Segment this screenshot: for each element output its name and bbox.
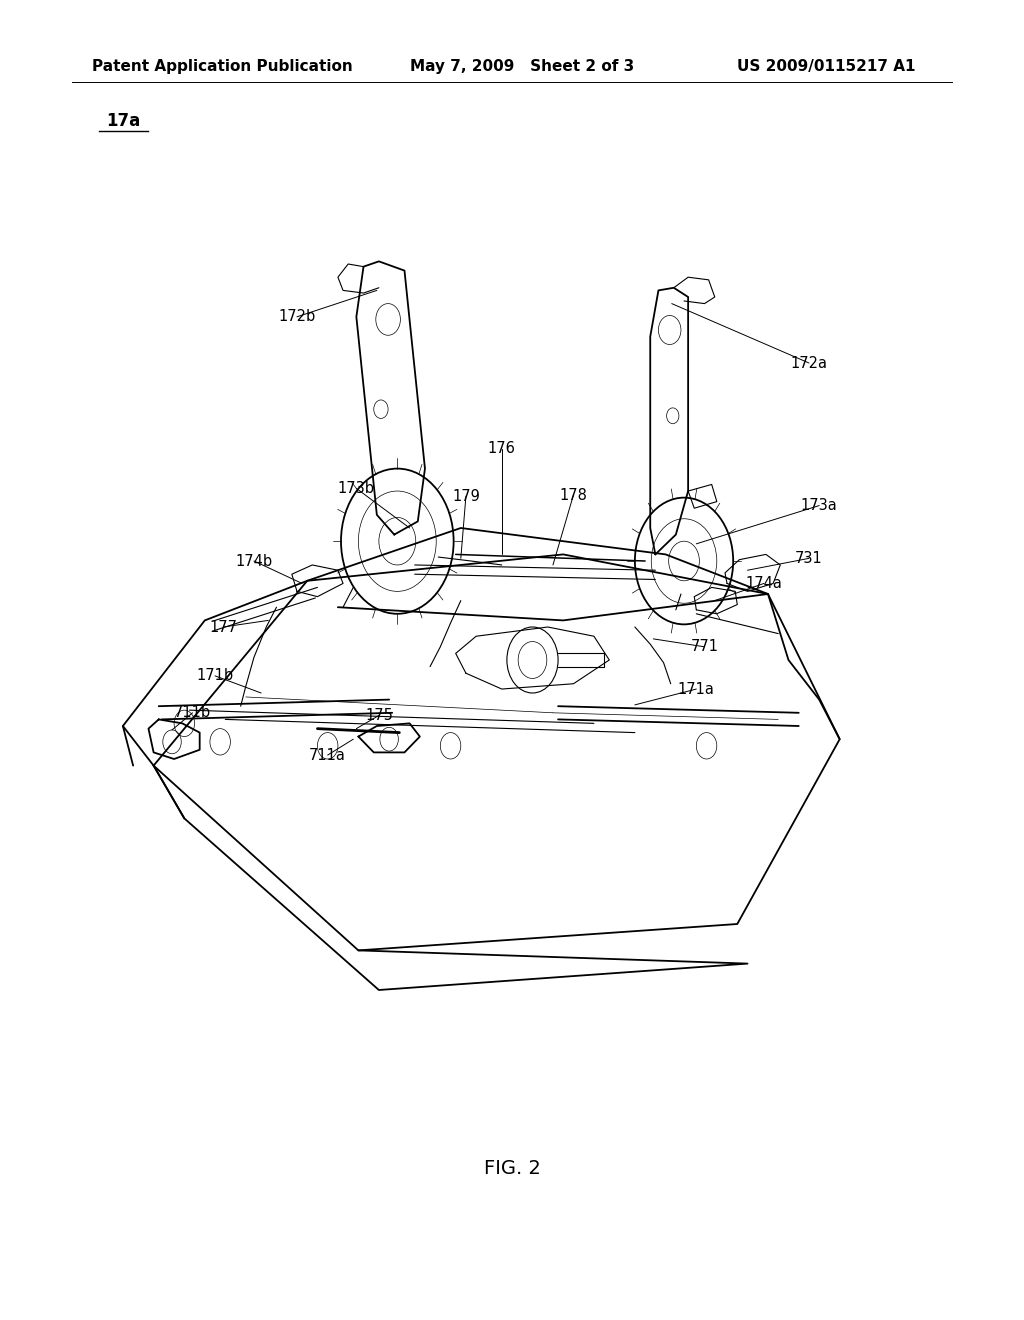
Text: 176: 176 <box>487 441 516 457</box>
Text: 174a: 174a <box>745 576 782 591</box>
Text: 771: 771 <box>690 639 719 655</box>
Text: 173a: 173a <box>801 498 838 513</box>
Text: US 2009/0115217 A1: US 2009/0115217 A1 <box>737 59 915 74</box>
Text: 173b: 173b <box>338 480 375 496</box>
Text: Patent Application Publication: Patent Application Publication <box>92 59 353 74</box>
Text: 731: 731 <box>795 550 823 566</box>
Text: 171b: 171b <box>197 668 233 684</box>
Text: 175: 175 <box>365 708 393 723</box>
Text: 171a: 171a <box>678 681 715 697</box>
Text: 711b: 711b <box>174 705 211 721</box>
Text: 177: 177 <box>209 619 238 635</box>
Text: 174b: 174b <box>236 553 272 569</box>
Text: 172a: 172a <box>791 355 827 371</box>
Text: 172b: 172b <box>279 309 315 325</box>
Text: 178: 178 <box>559 487 588 503</box>
Text: 179: 179 <box>452 488 480 504</box>
Text: FIG. 2: FIG. 2 <box>483 1159 541 1177</box>
Text: 17a: 17a <box>105 112 140 131</box>
Text: 711a: 711a <box>309 747 346 763</box>
Text: May 7, 2009   Sheet 2 of 3: May 7, 2009 Sheet 2 of 3 <box>410 59 634 74</box>
